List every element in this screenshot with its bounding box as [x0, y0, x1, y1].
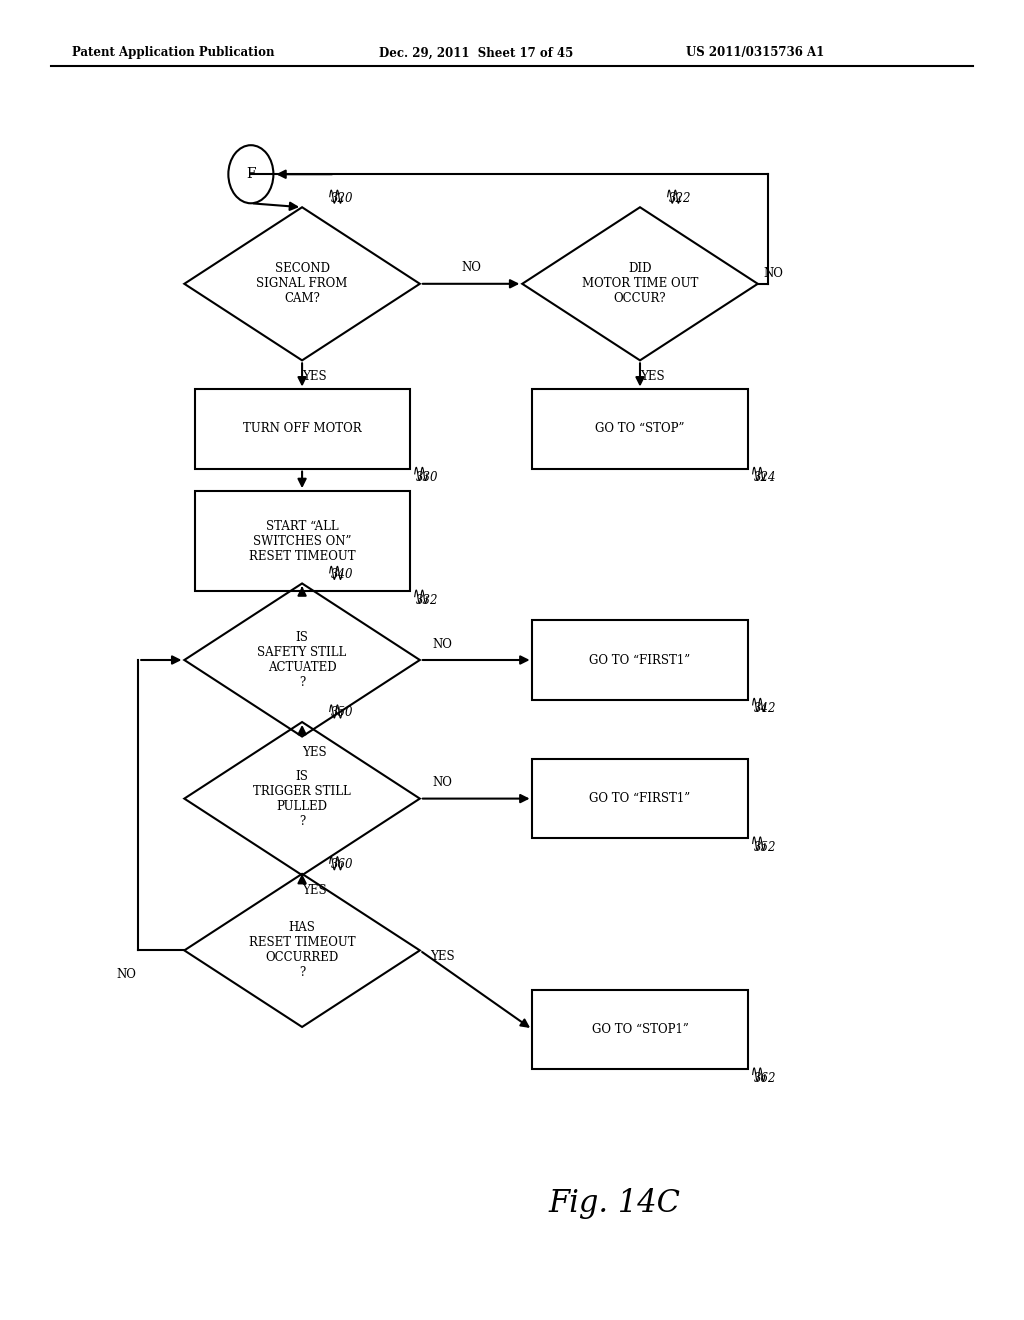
Text: DID
MOTOR TIME OUT
OCCUR?: DID MOTOR TIME OUT OCCUR?	[582, 263, 698, 305]
Bar	[195, 491, 410, 591]
Text: YES: YES	[640, 370, 665, 383]
Text: IS
SAFETY STILL
ACTUATED
?: IS SAFETY STILL ACTUATED ?	[257, 631, 347, 689]
Text: YES: YES	[302, 884, 327, 898]
Text: NO: NO	[461, 261, 481, 275]
Text: TURN OFF MOTOR: TURN OFF MOTOR	[243, 422, 361, 436]
Text: NO: NO	[116, 968, 136, 981]
Bar	[532, 620, 748, 700]
Text: 362: 362	[754, 1072, 776, 1085]
Text: US 2011/0315736 A1: US 2011/0315736 A1	[686, 46, 824, 59]
Text: 352: 352	[754, 841, 776, 854]
Text: GO TO “STOP1”: GO TO “STOP1”	[592, 1023, 688, 1036]
Text: GO TO “FIRST1”: GO TO “FIRST1”	[590, 653, 690, 667]
Text: GO TO “FIRST1”: GO TO “FIRST1”	[590, 792, 690, 805]
Text: 330: 330	[416, 471, 438, 484]
Text: Fig. 14C: Fig. 14C	[549, 1188, 680, 1220]
Text: SECOND
SIGNAL FROM
CAM?: SECOND SIGNAL FROM CAM?	[256, 263, 348, 305]
Text: NO: NO	[432, 638, 453, 651]
Text: YES: YES	[302, 370, 327, 383]
Text: NO: NO	[764, 267, 783, 280]
Text: Patent Application Publication: Patent Application Publication	[72, 46, 274, 59]
Text: 324: 324	[754, 471, 776, 484]
Text: 340: 340	[331, 568, 353, 581]
Text: START “ALL
SWITCHES ON”
RESET TIMEOUT: START “ALL SWITCHES ON” RESET TIMEOUT	[249, 520, 355, 562]
Text: Dec. 29, 2011  Sheet 17 of 45: Dec. 29, 2011 Sheet 17 of 45	[379, 46, 573, 59]
Text: NO: NO	[432, 776, 453, 789]
Bar	[532, 389, 748, 469]
Text: YES: YES	[302, 746, 327, 759]
Bar	[195, 389, 410, 469]
Bar	[532, 759, 748, 838]
Text: 360: 360	[331, 858, 353, 871]
Text: 320: 320	[331, 191, 353, 205]
Text: IS
TRIGGER STILL
PULLED
?: IS TRIGGER STILL PULLED ?	[253, 770, 351, 828]
Text: 322: 322	[669, 191, 691, 205]
Text: 342: 342	[754, 702, 776, 715]
Text: 332: 332	[416, 594, 438, 607]
Text: 350: 350	[331, 706, 353, 719]
Bar	[532, 990, 748, 1069]
Text: YES: YES	[430, 950, 455, 964]
Text: GO TO “STOP”: GO TO “STOP”	[595, 422, 685, 436]
Text: F: F	[246, 168, 256, 181]
Text: HAS
RESET TIMEOUT
OCCURRED
?: HAS RESET TIMEOUT OCCURRED ?	[249, 921, 355, 979]
